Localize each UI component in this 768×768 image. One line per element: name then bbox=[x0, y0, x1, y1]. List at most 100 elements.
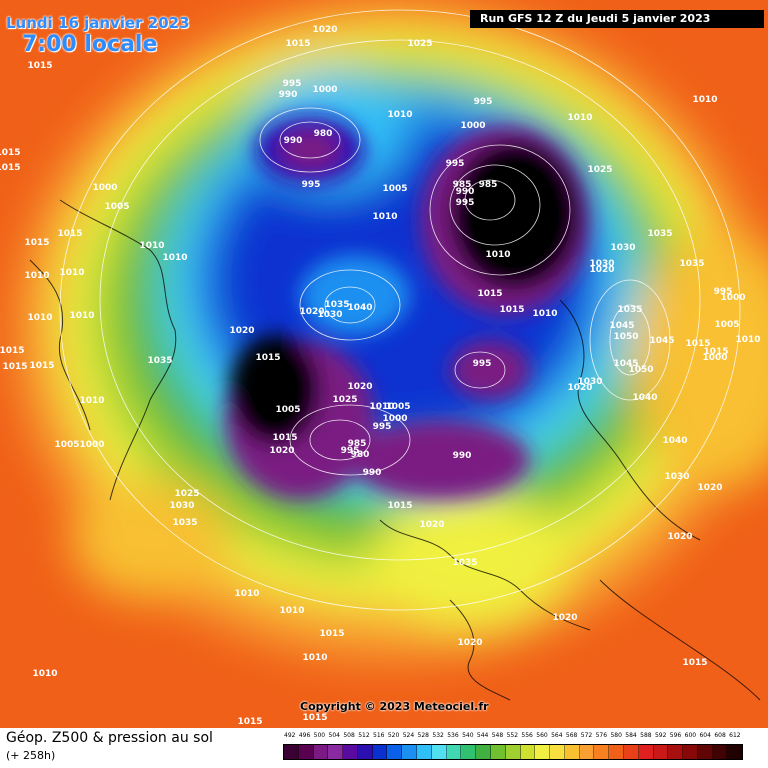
legend-swatch bbox=[579, 745, 595, 759]
isobar-label: 1015 bbox=[302, 713, 327, 723]
legend-value: 536 bbox=[447, 732, 459, 739]
isobar-label: 1045 bbox=[613, 359, 638, 369]
isobar-label: 995 bbox=[341, 446, 360, 456]
legend-value: 524 bbox=[402, 732, 415, 739]
isobar-label: 1030 bbox=[589, 259, 614, 269]
legend-swatch bbox=[328, 745, 344, 759]
legend-swatch bbox=[490, 745, 506, 759]
isobar-label: 1010 bbox=[735, 335, 760, 345]
legend-value: 532 bbox=[432, 732, 444, 739]
isobar-label: 1045 bbox=[609, 321, 634, 331]
legend-value: 584 bbox=[625, 732, 637, 739]
isobar-label: 1000 bbox=[460, 121, 485, 131]
legend-swatch bbox=[535, 745, 551, 759]
isobar-label: 1030 bbox=[610, 243, 635, 253]
isobar-label: 995 bbox=[446, 159, 465, 169]
isobar-label: 1020 bbox=[697, 483, 722, 493]
isobar-label: 1030 bbox=[317, 310, 342, 320]
isobar-label: 1010 bbox=[27, 313, 52, 323]
isobar-label: 1015 bbox=[0, 163, 21, 173]
footer: Géop. Z500 & pression au sol (+ 258h) 49… bbox=[0, 728, 768, 768]
legend-swatch bbox=[609, 745, 624, 759]
legend-swatch bbox=[357, 745, 373, 759]
legend-swatch bbox=[461, 745, 477, 759]
isobar-label: 1050 bbox=[628, 365, 653, 375]
isobar-label: 1025 bbox=[587, 165, 612, 175]
isobar-label: 1015 bbox=[237, 717, 262, 727]
legend-swatch bbox=[284, 745, 299, 759]
isobar-label: 1015 bbox=[477, 289, 502, 299]
legend-value: 504 bbox=[328, 732, 340, 739]
isobar-label: 985 bbox=[453, 180, 472, 190]
legend-value: 508 bbox=[343, 732, 355, 739]
legend-swatch bbox=[372, 745, 388, 759]
geopotential-field bbox=[15, 0, 768, 660]
isobar-label: 1015 bbox=[319, 629, 344, 639]
isobar-label: 1020 bbox=[299, 307, 324, 317]
isobar-label: 1015 bbox=[682, 658, 707, 668]
isobar-label: 995 bbox=[473, 359, 492, 369]
legend-value: 580 bbox=[610, 732, 622, 739]
isobar-label: 1025 bbox=[332, 395, 357, 405]
legend-swatch bbox=[653, 745, 669, 759]
isobar-labels: 1020 1015 1025 1015 995 990 1000 995 1010 1010 100… bbox=[0, 25, 761, 727]
isobar-lines bbox=[59, 9, 741, 611]
legend-value: 516 bbox=[373, 732, 385, 739]
isobar-label: 1010 bbox=[302, 653, 327, 663]
isobar-label: 1015 bbox=[272, 433, 297, 443]
isobar-label: 995 bbox=[283, 79, 302, 89]
legend-value: 568 bbox=[565, 732, 578, 739]
legend-swatch bbox=[564, 745, 580, 759]
isobar-label: 1010 bbox=[372, 212, 397, 222]
isobar-label: 1010 bbox=[567, 113, 592, 123]
isobar-label: 1015 bbox=[29, 361, 54, 371]
isobar-label: 1000 bbox=[702, 353, 727, 363]
isobar-label: 995 bbox=[302, 180, 321, 190]
legend-value: 496 bbox=[298, 732, 311, 739]
isobar-label: 1025 bbox=[407, 39, 432, 49]
weather-map: 1020 1015 1025 1015 995 990 1000 995 1010 1010 100… bbox=[0, 0, 768, 728]
isobar-label: 1020 bbox=[347, 382, 372, 392]
isobar-label: 1010 bbox=[532, 309, 557, 319]
legend-value: 520 bbox=[387, 732, 400, 739]
isobar-label: 1010 bbox=[387, 110, 412, 120]
legend-value: 528 bbox=[417, 732, 429, 739]
isobar-label: 1005 bbox=[385, 402, 410, 412]
isobar-label: 1000 bbox=[92, 183, 117, 193]
isobar-label: 1015 bbox=[27, 61, 52, 71]
legend-swatch bbox=[727, 745, 743, 759]
isobar-label: 1000 bbox=[720, 293, 745, 303]
isobar-label: 1000 bbox=[382, 414, 407, 424]
legend-value: 600 bbox=[684, 732, 697, 739]
legend-value: 608 bbox=[714, 732, 726, 739]
isobar-label: 1015 bbox=[2, 362, 27, 372]
legend-value: 588 bbox=[640, 732, 652, 739]
legend-swatch bbox=[550, 745, 565, 759]
legend-swatch bbox=[313, 745, 329, 759]
isobar-label: 1020 bbox=[419, 520, 444, 530]
legend-value: 604 bbox=[699, 732, 711, 739]
legend-value: 564 bbox=[551, 732, 563, 739]
isobar-label: 1045 bbox=[649, 336, 674, 346]
isobar-label: 1010 bbox=[485, 250, 510, 260]
isobar-label: 1035 bbox=[647, 229, 672, 239]
isobar-label: 980 bbox=[351, 450, 370, 460]
legend-value: 560 bbox=[536, 732, 548, 739]
legend-value: 548 bbox=[491, 732, 504, 739]
isobar-label: 990 bbox=[453, 451, 472, 461]
legend-swatch bbox=[520, 745, 536, 759]
isobar-label: 1015 bbox=[499, 305, 524, 315]
isobar-label: 995 bbox=[456, 198, 475, 208]
isobar-label: 1035 bbox=[172, 518, 197, 528]
isobar-label: 1020 bbox=[667, 532, 692, 542]
legend-value: 592 bbox=[654, 732, 667, 739]
legend-swatch bbox=[623, 745, 639, 759]
isobar-label: 985 bbox=[348, 439, 367, 449]
legend-swatch bbox=[594, 745, 610, 759]
isobar-label: 1015 bbox=[57, 229, 82, 239]
legend-swatch bbox=[298, 745, 314, 759]
isobar-label: 1040 bbox=[662, 436, 687, 446]
legend-swatch bbox=[476, 745, 491, 759]
isobar-label: 1030 bbox=[664, 472, 689, 482]
isobar-label: 1020 bbox=[229, 326, 254, 336]
